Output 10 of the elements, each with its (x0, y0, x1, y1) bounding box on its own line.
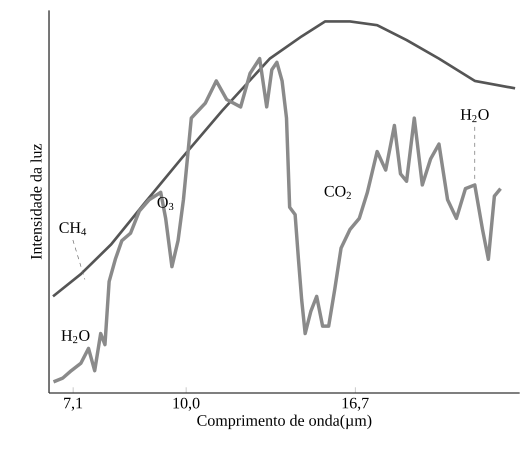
x-axis-title: Comprimento de onda(µm) (197, 414, 372, 430)
annotation: O$_{3}$ (158, 196, 174, 210)
x-tick-label: 16,7 (342, 398, 369, 411)
x-tick-label: 7,1 (64, 398, 82, 411)
annotation: H$_{2}$O (460, 109, 489, 122)
annotation: CH$_{4}$ (59, 222, 86, 236)
y-axis-title: Intensidade da luz (30, 144, 42, 260)
x-tick-label: 10,0 (173, 398, 200, 411)
annotation: CO$_{2}$ (324, 186, 351, 199)
annotation: H$_{2}$O (61, 330, 90, 344)
